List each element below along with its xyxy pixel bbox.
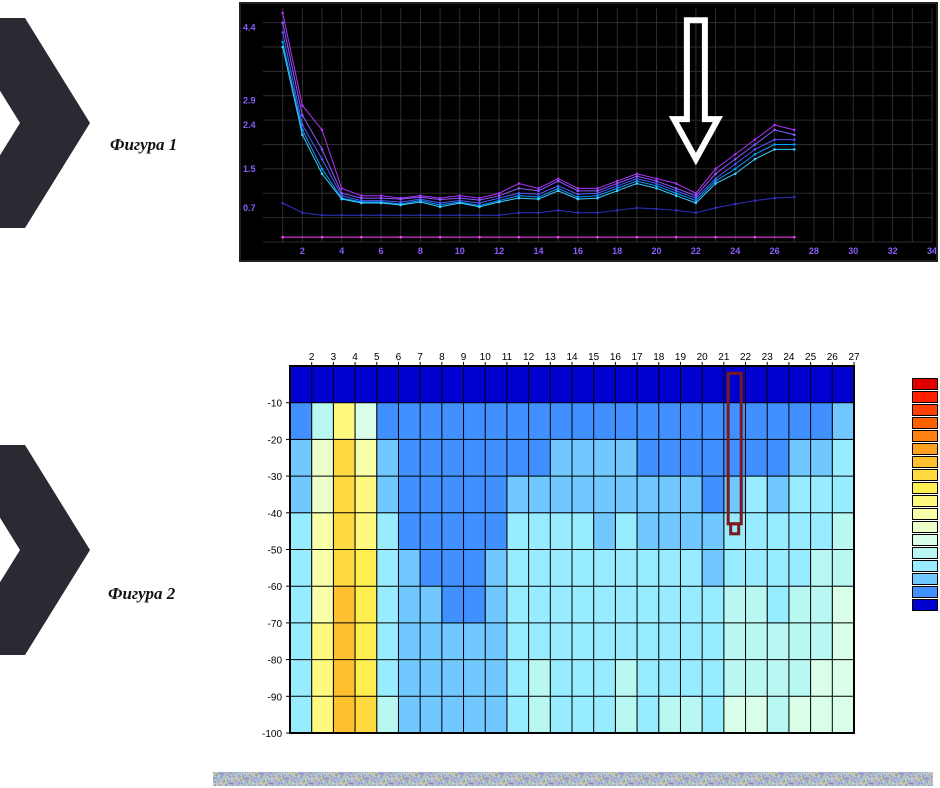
svg-text:21: 21 [718,352,730,363]
svg-text:23: 23 [762,352,774,363]
svg-text:6: 6 [396,352,402,363]
legend-row: 1.29 [912,534,940,546]
svg-text:27: 27 [848,352,860,363]
legend-swatch [912,469,938,481]
legend-row: 4.13 [912,391,940,403]
svg-text:14: 14 [566,352,578,363]
legend-row: 3.35 [912,430,940,442]
svg-text:-10: -10 [268,399,283,410]
legend-swatch [912,456,938,468]
svg-text:19: 19 [675,352,687,363]
svg-text:16: 16 [610,352,622,363]
svg-text:26: 26 [827,352,839,363]
legend-row: 3.87 [912,404,940,416]
legend-row: 0.52 [912,573,940,585]
svg-text:-30: -30 [268,472,283,483]
svg-text:-80: -80 [268,656,283,667]
svg-text:7: 7 [417,352,423,363]
svg-text:12: 12 [523,352,535,363]
legend-swatch [912,378,938,390]
svg-text:17: 17 [632,352,644,363]
svg-text:4: 4 [352,352,358,363]
legend-row: 4.39 [912,378,940,390]
svg-text:-50: -50 [268,546,283,557]
legend-swatch [912,430,938,442]
svg-text:24: 24 [783,352,795,363]
legend-swatch [912,586,938,598]
legend-swatch [912,521,938,533]
legend-swatch [912,443,938,455]
svg-text:20: 20 [697,352,709,363]
legend-swatch [912,573,938,585]
legend-swatch [912,534,938,546]
legend-swatch [912,482,938,494]
svg-text:25: 25 [805,352,817,363]
chart-2-heatmap: 2345678910111213141516171819202122232425… [0,0,940,760]
legend-row: 1.03 [912,547,940,559]
decorative-noise-bar [213,772,933,786]
svg-text:3: 3 [331,352,337,363]
svg-text:-90: -90 [268,692,283,703]
legend-swatch [912,547,938,559]
legend-row: 3.61 [912,417,940,429]
svg-text:10: 10 [480,352,492,363]
svg-text:-20: -20 [268,435,283,446]
legend-swatch [912,495,938,507]
legend-row: 0.00 [912,599,940,611]
legend-row: 2.58 [912,469,940,481]
legend-row: 0.26 [912,586,940,598]
legend-row: 0.77 [912,560,940,572]
svg-text:-70: -70 [268,619,283,630]
legend-row: 2.06 [912,495,940,507]
svg-text:22: 22 [740,352,752,363]
legend-swatch [912,599,938,611]
legend-swatch [912,391,938,403]
svg-text:-60: -60 [268,582,283,593]
legend-row: 2.84 [912,456,940,468]
legend-swatch [912,508,938,520]
svg-text:8: 8 [439,352,445,363]
legend-swatch [912,560,938,572]
legend-row: 1.55 [912,521,940,533]
legend-row: 2.32 [912,482,940,494]
legend-swatch [912,404,938,416]
svg-text:18: 18 [653,352,665,363]
svg-text:2: 2 [309,352,315,363]
svg-text:11: 11 [502,352,513,363]
legend-row: 1.81 [912,508,940,520]
svg-text:13: 13 [545,352,557,363]
svg-text:9: 9 [461,352,467,363]
legend-row: 3.10 [912,443,940,455]
svg-text:-100: -100 [262,729,282,740]
legend-swatch [912,417,938,429]
svg-text:5: 5 [374,352,380,363]
svg-text:-40: -40 [268,509,283,520]
svg-text:15: 15 [588,352,600,363]
